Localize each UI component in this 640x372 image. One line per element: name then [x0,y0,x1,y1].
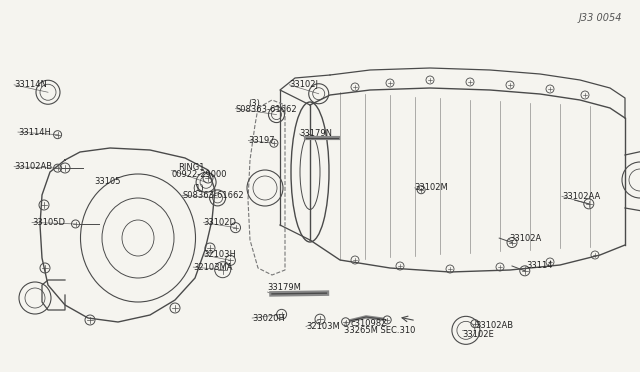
Text: 33102E: 33102E [462,330,494,339]
Text: 33102AA: 33102AA [562,192,600,201]
Text: (3): (3) [248,99,260,108]
Text: 32103H: 32103H [204,250,236,259]
Text: 33197: 33197 [248,136,275,145]
Text: 33102M: 33102M [415,183,449,192]
Text: S08363-61662: S08363-61662 [236,105,297,114]
Text: 33102D: 33102D [204,218,237,227]
Text: 33179M: 33179M [268,283,301,292]
Text: J33 0054: J33 0054 [579,13,622,23]
Text: 33102AB: 33102AB [475,321,513,330]
Text: 32103MA: 32103MA [193,263,233,272]
Text: 33179N: 33179N [300,129,333,138]
Text: (1): (1) [192,185,204,193]
Text: RING1: RING1 [178,163,204,172]
Text: 00922-29000: 00922-29000 [172,170,227,179]
Text: 32103M: 32103M [306,322,340,331]
Text: 33114N: 33114N [14,80,47,89]
Text: 33020H: 33020H [252,314,285,323]
Text: 33265M SEC.310: 33265M SEC.310 [344,326,416,335]
Text: 33114H: 33114H [18,128,51,137]
Text: 33105D: 33105D [32,218,65,227]
Text: 33102J: 33102J [289,80,318,89]
Text: 33102AB: 33102AB [14,162,52,171]
Text: 33102A: 33102A [509,234,541,243]
Text: 33105: 33105 [95,177,121,186]
Text: 33114: 33114 [526,262,552,270]
Text: c31098Z: c31098Z [351,319,388,328]
Text: S08363-61662: S08363-61662 [182,191,244,200]
